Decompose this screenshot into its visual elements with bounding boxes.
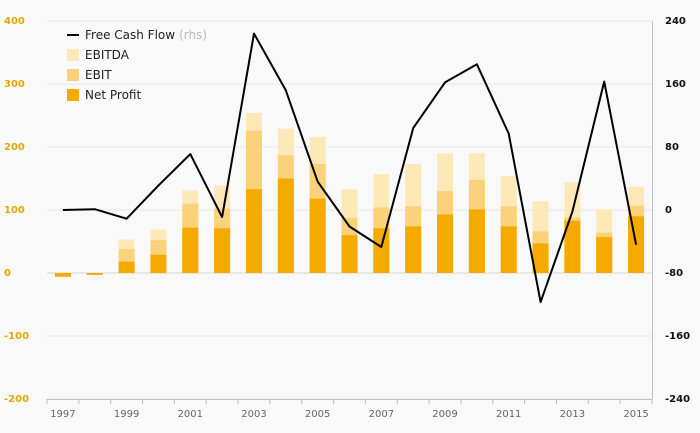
legend-label-ebitda: EBITDA <box>85 48 130 62</box>
bar-net-profit <box>245 189 262 273</box>
bar-net-profit <box>500 226 517 273</box>
y-right-tick-label: -160 <box>665 331 690 342</box>
bar-net-profit <box>309 198 326 273</box>
y-right-tick-label: 160 <box>665 79 686 90</box>
y-right-tick-label: 80 <box>665 142 679 153</box>
legend-label-free-cash-flow: Free Cash Flow (rhs) <box>85 28 207 42</box>
bar-net-profit <box>373 228 390 273</box>
x-tick-label: 2011 <box>496 409 521 420</box>
x-tick-label: 2001 <box>178 409 203 420</box>
bar-net-profit <box>468 209 485 273</box>
x-tick-label: 2015 <box>623 409 648 420</box>
x-tick-label: 2005 <box>305 409 330 420</box>
bar-net-profit <box>341 235 358 273</box>
y-left-tick-label: 100 <box>4 205 25 216</box>
legend-swatch-ebitda <box>67 49 79 61</box>
y-left-tick-label: 0 <box>4 268 11 279</box>
fcf-line-layer <box>62 32 638 304</box>
bar-net-profit <box>150 254 167 273</box>
line-free-cash-flow <box>62 32 638 304</box>
y-left-tick-label: -200 <box>4 394 29 405</box>
axes: 400 240 300 160 200 80 100 0 0 -80 -100 -160 -200 -24… <box>4 16 690 420</box>
y-left-tick-label: 400 <box>4 16 25 27</box>
y-right-tick-label: -80 <box>665 268 683 279</box>
y-right-tick-label: 240 <box>665 16 686 27</box>
x-tick-label: 2007 <box>369 409 394 420</box>
bar-net-profit <box>182 227 199 273</box>
legend-label-net-profit: Net Profit <box>85 88 141 102</box>
bar-net-profit <box>437 214 454 273</box>
x-tick-label: 2009 <box>432 409 457 420</box>
x-tick-label: 2003 <box>241 409 266 420</box>
bar-net-profit <box>118 261 135 273</box>
y-right-tick-label: 0 <box>665 205 672 216</box>
legend: Free Cash Flow (rhs) EBITDA EBIT Net Profit <box>67 28 207 102</box>
x-tick-label: 1997 <box>50 409 75 420</box>
bars <box>54 112 645 277</box>
bar-net-profit <box>86 273 103 275</box>
legend-label-ebit: EBIT <box>85 68 112 82</box>
bar-net-profit <box>277 178 294 273</box>
bar-net-profit <box>532 243 549 273</box>
legend-suffix: (rhs) <box>179 28 207 42</box>
bar-net-profit <box>564 220 581 273</box>
y-left-tick-label: 300 <box>4 79 25 90</box>
y-left-tick-label: -100 <box>4 331 29 342</box>
bar-net-profit <box>214 228 231 273</box>
y-left-tick-label: 200 <box>4 142 25 153</box>
x-tick-label: 2013 <box>560 409 585 420</box>
legend-swatch-ebit <box>67 69 79 81</box>
y-right-tick-label: -240 <box>665 394 690 405</box>
legend-swatch-net-profit <box>67 89 79 101</box>
bar-net-profit <box>405 226 422 273</box>
x-tick-label: 1999 <box>114 409 139 420</box>
bar-net-profit <box>596 237 613 273</box>
bar-net-profit <box>54 273 71 277</box>
